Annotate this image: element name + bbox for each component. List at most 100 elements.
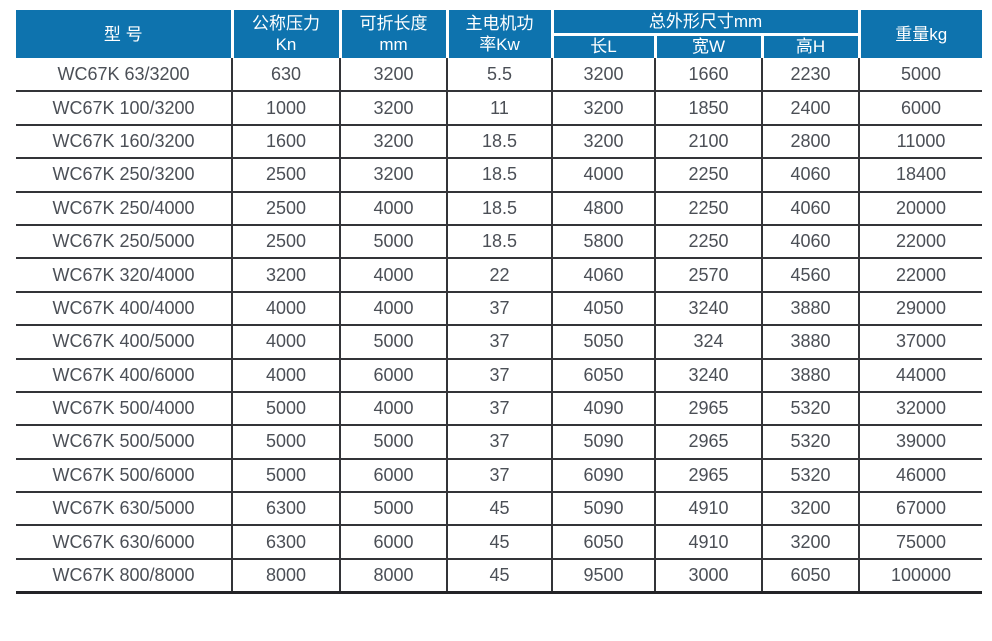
value-cell: 8000 bbox=[339, 558, 447, 594]
value-cell: 6000 bbox=[858, 91, 983, 126]
value-cell: 2250 bbox=[654, 158, 762, 193]
model-cell: WC67K 630/5000 bbox=[16, 492, 232, 527]
table-row: WC67K 800/8000 8000 8000 45 9500 3000 6050 1000… bbox=[16, 558, 983, 594]
value-cell: 5000 bbox=[339, 425, 447, 460]
col-header-dims-group: 总外形尺寸mm bbox=[550, 10, 860, 36]
value-cell: 44000 bbox=[858, 358, 983, 393]
table-row: WC67K 320/4000 3200 4000 22 4060 2570 4560 2200… bbox=[16, 258, 983, 293]
table-row: WC67K 250/5000 2500 5000 18.5 5800 2250 4060 22… bbox=[16, 224, 983, 260]
value-cell: 6300 bbox=[231, 492, 340, 527]
value-cell: 1600 bbox=[231, 124, 340, 160]
col-header-dim-height: 高H bbox=[760, 34, 860, 58]
value-cell: 5090 bbox=[551, 425, 655, 460]
value-cell: 45 bbox=[446, 492, 552, 527]
value-cell: 4000 bbox=[339, 391, 447, 427]
value-cell: 22 bbox=[446, 258, 552, 293]
value-cell: 3200 bbox=[339, 124, 447, 160]
value-cell: 4560 bbox=[760, 258, 860, 293]
value-cell: 18.5 bbox=[446, 224, 552, 260]
value-cell: 4060 bbox=[551, 258, 655, 293]
value-cell: 18.5 bbox=[446, 191, 552, 226]
value-cell: 5000 bbox=[231, 458, 340, 494]
value-cell: 2965 bbox=[654, 425, 762, 460]
model-cell: WC67K 630/6000 bbox=[16, 525, 232, 560]
value-cell: 4000 bbox=[339, 291, 447, 327]
table-row: WC67K 400/6000 4000 6000 37 6050 3240 3880 4400… bbox=[16, 358, 983, 393]
value-cell: 5320 bbox=[760, 458, 860, 494]
value-cell: 3200 bbox=[339, 158, 447, 193]
value-cell: 39000 bbox=[858, 425, 983, 460]
table-row: WC67K 100/3200 1000 3200 11 3200 1850 2400 6000 bbox=[16, 91, 983, 126]
value-cell: 100000 bbox=[858, 558, 983, 594]
value-cell: 37 bbox=[446, 291, 552, 327]
model-cell: WC67K 63/3200 bbox=[16, 58, 232, 93]
model-cell: WC67K 500/5000 bbox=[16, 425, 232, 460]
value-cell: 37 bbox=[446, 425, 552, 460]
model-cell: WC67K 400/4000 bbox=[16, 291, 232, 327]
value-cell: 20000 bbox=[858, 191, 983, 226]
value-cell: 3880 bbox=[760, 358, 860, 393]
value-cell: 3000 bbox=[654, 558, 762, 594]
spec-table: 型 号 公称压力 Kn 可折长度 mm 主电机功 率Kw 总外形尺寸mm 重量k… bbox=[16, 10, 983, 594]
value-cell: 3200 bbox=[760, 492, 860, 527]
table-body: WC67K 63/3200 630 3200 5.5 3200 1660 2230 5000 W… bbox=[16, 58, 983, 594]
value-cell: 6000 bbox=[339, 525, 447, 560]
value-cell: 3240 bbox=[654, 358, 762, 393]
value-cell: 4060 bbox=[760, 224, 860, 260]
value-cell: 2230 bbox=[760, 58, 860, 93]
table-row: WC67K 63/3200 630 3200 5.5 3200 1660 2230 5000 bbox=[16, 58, 983, 93]
value-cell: 5090 bbox=[551, 492, 655, 527]
value-cell: 6050 bbox=[551, 358, 655, 393]
value-cell: 2500 bbox=[231, 191, 340, 226]
table-row: WC67K 160/3200 1600 3200 18.5 3200 2100 2800 11… bbox=[16, 124, 983, 160]
value-cell: 4060 bbox=[760, 158, 860, 193]
value-cell: 22000 bbox=[858, 258, 983, 293]
value-cell: 37 bbox=[446, 358, 552, 393]
model-cell: WC67K 800/8000 bbox=[16, 558, 232, 594]
value-cell: 75000 bbox=[858, 525, 983, 560]
value-cell: 29000 bbox=[858, 291, 983, 327]
value-cell: 2570 bbox=[654, 258, 762, 293]
value-cell: 3880 bbox=[760, 325, 860, 360]
table-row: WC67K 250/4000 2500 4000 18.5 4800 2250 4060 20… bbox=[16, 191, 983, 226]
value-cell: 5000 bbox=[231, 425, 340, 460]
value-cell: 45 bbox=[446, 558, 552, 594]
value-cell: 5320 bbox=[760, 391, 860, 427]
value-cell: 2400 bbox=[760, 91, 860, 126]
value-cell: 5320 bbox=[760, 425, 860, 460]
value-cell: 3200 bbox=[551, 124, 655, 160]
value-cell: 3200 bbox=[231, 258, 340, 293]
value-cell: 22000 bbox=[858, 224, 983, 260]
value-cell: 6050 bbox=[760, 558, 860, 594]
col-header-model-label: 型 号 bbox=[103, 24, 143, 44]
col-header-weight: 重量kg bbox=[857, 10, 983, 58]
table-row: WC67K 500/5000 5000 5000 37 5090 2965 5320 3900… bbox=[16, 425, 983, 460]
col-header-dim-width: 宽W bbox=[653, 34, 762, 58]
value-cell: 4090 bbox=[551, 391, 655, 427]
value-cell: 3200 bbox=[551, 58, 655, 93]
value-cell: 6300 bbox=[231, 525, 340, 560]
value-cell: 4000 bbox=[551, 158, 655, 193]
value-cell: 46000 bbox=[858, 458, 983, 494]
model-cell: WC67K 250/3200 bbox=[16, 158, 232, 193]
model-cell: WC67K 400/5000 bbox=[16, 325, 232, 360]
value-cell: 1000 bbox=[231, 91, 340, 126]
table-row: WC67K 500/6000 5000 6000 37 6090 2965 5320 4600… bbox=[16, 458, 983, 494]
value-cell: 630 bbox=[231, 58, 340, 93]
value-cell: 6000 bbox=[339, 358, 447, 393]
value-cell: 2965 bbox=[654, 458, 762, 494]
model-cell: WC67K 500/4000 bbox=[16, 391, 232, 427]
value-cell: 5000 bbox=[339, 224, 447, 260]
value-cell: 3200 bbox=[551, 91, 655, 126]
value-cell: 4000 bbox=[231, 291, 340, 327]
table-row: WC67K 630/5000 6300 5000 45 5090 4910 3200 6700… bbox=[16, 492, 983, 527]
model-cell: WC67K 500/6000 bbox=[16, 458, 232, 494]
model-cell: WC67K 100/3200 bbox=[16, 91, 232, 126]
value-cell: 11 bbox=[446, 91, 552, 126]
value-cell: 1850 bbox=[654, 91, 762, 126]
value-cell: 6000 bbox=[339, 458, 447, 494]
value-cell: 4050 bbox=[551, 291, 655, 327]
value-cell: 2250 bbox=[654, 224, 762, 260]
model-cell: WC67K 320/4000 bbox=[16, 258, 232, 293]
